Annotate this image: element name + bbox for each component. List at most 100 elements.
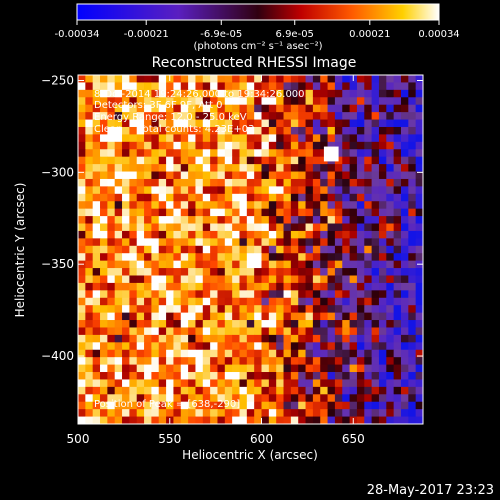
colorbar-ticks: -0.00034 -0.00021 -6.9e-05 6.9e-05 0.00021 0.…	[55, 20, 460, 40]
heatmap-cell	[136, 401, 145, 410]
heatmap-cell	[122, 245, 130, 254]
heatmap-cell	[158, 379, 167, 388]
heatmap-cell	[261, 253, 270, 262]
heatmap-cell	[342, 282, 350, 291]
heatmap-cell	[92, 379, 101, 388]
heatmap-cell	[114, 126, 123, 135]
heatmap-cell	[202, 260, 211, 269]
heatmap-cell	[415, 201, 424, 210]
heatmap-cell	[85, 193, 94, 202]
heatmap-cell	[100, 104, 108, 113]
heatmap-cell	[415, 290, 424, 299]
heatmap-cell	[202, 186, 211, 195]
heatmap-cell	[188, 409, 196, 417]
heatmap-cell	[239, 230, 248, 239]
heatmap-cell	[144, 112, 152, 120]
heatmap-cell	[400, 223, 409, 232]
heatmap-cell	[386, 275, 395, 284]
heatmap-cell	[283, 409, 292, 417]
heatmap-cell	[371, 156, 380, 165]
heatmap-cell	[246, 394, 255, 403]
heatmap-cell	[217, 253, 226, 262]
x-tick-label: 550	[158, 432, 181, 446]
heatmap-cell	[114, 342, 123, 351]
heatmap-cell	[393, 89, 402, 98]
heatmap-cell	[386, 156, 395, 165]
heatmap-cell	[202, 149, 211, 158]
heatmap-cell	[151, 312, 160, 321]
heatmap-cell	[327, 297, 336, 306]
heatmap-cell	[195, 275, 204, 284]
heatmap-cell	[276, 312, 284, 321]
heatmap-cell	[217, 126, 226, 135]
heatmap-cell	[261, 156, 270, 165]
heatmap-cell	[232, 305, 240, 314]
heatmap-cell	[151, 75, 160, 83]
heatmap-cell	[268, 134, 277, 143]
heatmap-cell	[408, 260, 417, 269]
heatmap-cell	[342, 379, 350, 388]
heatmap-cell	[217, 364, 226, 373]
heatmap-cell	[180, 171, 189, 180]
heatmap-cell	[371, 75, 380, 83]
heatmap-cell	[320, 297, 328, 306]
heatmap-cell	[122, 349, 130, 358]
heatmap-cell	[334, 320, 343, 328]
heatmap-cell	[158, 178, 167, 187]
heatmap-cell	[334, 349, 343, 358]
heatmap-cell	[144, 164, 152, 172]
heatmap-cell	[408, 82, 417, 91]
heatmap-cell	[298, 394, 306, 403]
heatmap-cell	[158, 141, 167, 150]
heatmap-cell	[305, 372, 314, 380]
heatmap-cell	[400, 260, 409, 269]
heatmap-cell	[136, 334, 145, 343]
heatmap-cell	[276, 238, 284, 247]
heatmap-cell	[78, 97, 86, 106]
heatmap-cell	[129, 156, 138, 165]
heatmap-cell	[349, 268, 358, 276]
heatmap-cell	[283, 275, 292, 284]
heatmap-cell	[188, 379, 196, 388]
heatmap-cell	[114, 297, 123, 306]
heatmap-cell	[246, 238, 255, 247]
heatmap-cell	[400, 104, 409, 113]
heatmap-cell	[107, 357, 116, 365]
heatmap-cell	[268, 372, 277, 380]
heatmap-cell	[408, 305, 417, 314]
heatmap-cell	[144, 290, 152, 299]
heatmap-cell	[349, 201, 358, 210]
heatmap-cell	[261, 178, 270, 187]
heatmap-cell	[254, 372, 262, 380]
heatmap-cell	[136, 149, 145, 158]
heatmap-cell	[151, 186, 160, 195]
heatmap-cell	[78, 238, 86, 247]
heatmap-cell	[136, 104, 145, 113]
heatmap-cell	[305, 394, 314, 403]
heatmap-cell	[246, 312, 255, 321]
heatmap-cell	[320, 89, 328, 98]
heatmap-cell	[290, 178, 299, 187]
heatmap-cell	[312, 97, 321, 106]
heatmap-cell	[239, 379, 248, 388]
heatmap-cell	[129, 334, 138, 343]
heatmap-cell	[327, 89, 336, 98]
heatmap-cell	[283, 223, 292, 232]
heatmap-cell	[92, 409, 101, 417]
heatmap-cell	[202, 386, 211, 395]
heatmap-cell	[85, 223, 94, 232]
heatmap-cell	[356, 223, 365, 232]
heatmap-cell	[173, 334, 182, 343]
heatmap-cell	[364, 164, 373, 172]
heatmap-cell	[386, 297, 395, 306]
heatmap-cell	[334, 164, 343, 172]
heatmap-cell	[356, 409, 365, 417]
heatmap-cell	[378, 312, 387, 321]
heatmap-cell	[92, 193, 101, 202]
heatmap-cell	[180, 186, 189, 195]
heatmap-cell	[85, 141, 94, 150]
heatmap-cell	[261, 312, 270, 321]
heatmap-cell	[415, 349, 424, 358]
heatmap-cell	[305, 364, 314, 373]
heatmap-cell	[232, 97, 240, 106]
